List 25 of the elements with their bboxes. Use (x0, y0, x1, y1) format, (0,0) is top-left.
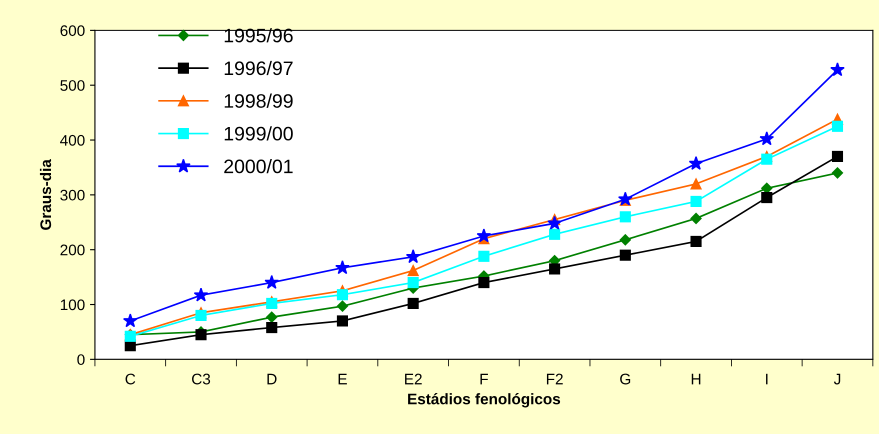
legend-label: 1996/97 (224, 60, 293, 76)
y-tick-label: 100 (60, 299, 85, 310)
x-tick-label: C3 (192, 374, 210, 384)
x-tick-label: I (766, 374, 768, 384)
x-axis-title: Estádios fenológicos (408, 393, 560, 408)
legend-label: 2000/01 (224, 158, 293, 174)
x-tick-label: F2 (546, 374, 563, 384)
y-axis-title: Graus-dia (40, 159, 52, 230)
x-tick-label: E (338, 374, 347, 384)
y-tick-label: 500 (60, 80, 85, 91)
x-tick-label: D (267, 374, 277, 384)
legend-label: 1998/99 (224, 94, 293, 108)
legend-label: 1999/00 (224, 126, 293, 141)
y-tick-label: 300 (60, 190, 85, 201)
y-tick-label: 0 (77, 354, 85, 366)
y-tick-label: 600 (60, 25, 85, 36)
x-tick-label: E2 (405, 374, 422, 384)
y-tick-label: 200 (60, 244, 85, 256)
x-tick-label: H (692, 374, 700, 384)
legend-label: 1995/96 (224, 28, 293, 42)
x-tick-label: G (620, 374, 630, 384)
x-tick-label: J (834, 374, 840, 384)
y-tick-label: 400 (60, 134, 85, 146)
x-tick-label: F (480, 374, 488, 384)
x-tick-label: C (126, 374, 136, 384)
